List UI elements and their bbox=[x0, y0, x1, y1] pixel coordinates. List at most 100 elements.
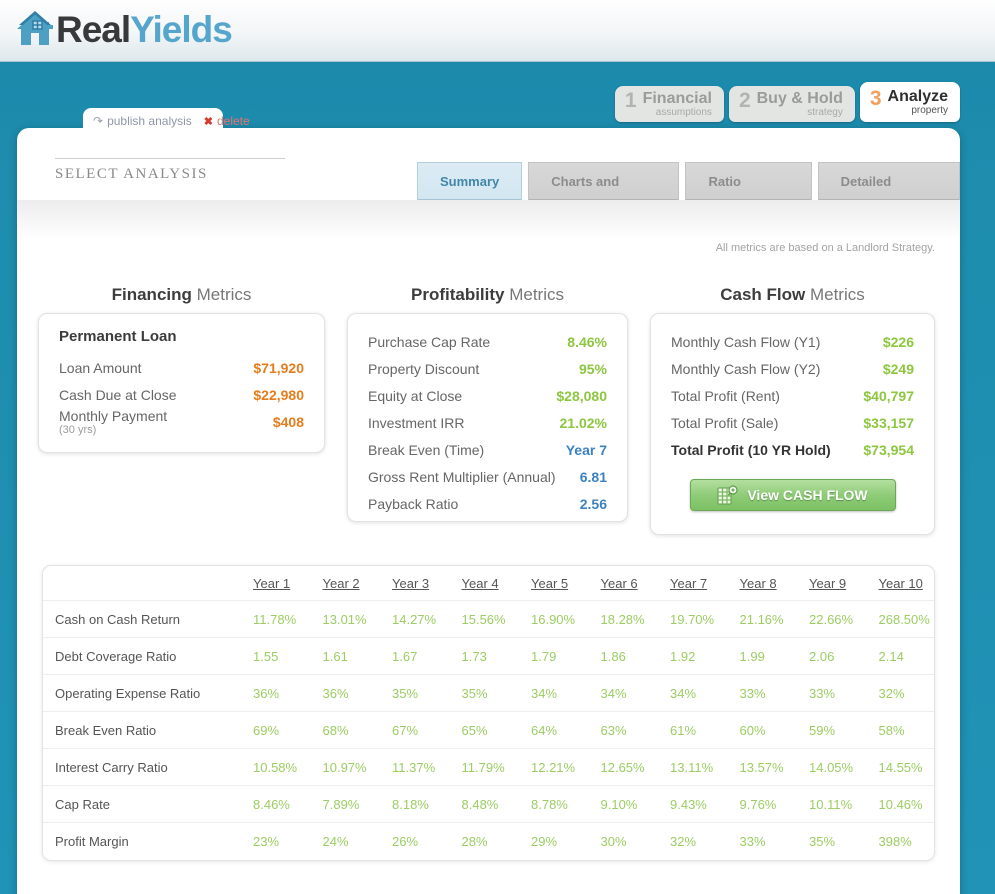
table-cell: 35% bbox=[809, 833, 836, 849]
table-cell: 10.11% bbox=[809, 796, 853, 812]
metric-label: Total Profit (Rent) bbox=[671, 387, 780, 404]
table-row: Break Even Ratio 69% 68% 67% 65% 64% 63%… bbox=[43, 711, 934, 748]
table-cell: 33% bbox=[809, 685, 836, 701]
metric-row: Purchase Cap Rate 8.46% bbox=[368, 328, 607, 355]
table-cell: 68% bbox=[322, 722, 349, 738]
table-cell: 36% bbox=[322, 685, 349, 701]
metric-row: Total Profit (Sale) $33,157 bbox=[671, 409, 914, 436]
title-rest: Metrics bbox=[504, 285, 564, 304]
tab-charts-and-graphs[interactable]: Charts and Graphs bbox=[528, 162, 680, 227]
step-tab-buy-hold[interactable]: 2 Buy & Hold strategy bbox=[728, 86, 855, 122]
table-cell: 8.46% bbox=[253, 796, 290, 812]
table-col-header[interactable]: Year 10 bbox=[878, 575, 923, 591]
table-col-header[interactable]: Year 1 bbox=[253, 575, 291, 591]
table-cell: 24% bbox=[322, 833, 349, 849]
metric-label: Investment IRR bbox=[368, 414, 465, 431]
metric-value: $249 bbox=[882, 360, 914, 377]
table-cell: 9.76% bbox=[739, 796, 777, 812]
table-cell: 26% bbox=[392, 833, 419, 849]
table-cell: 9.10% bbox=[600, 796, 638, 812]
metric-value: $226 bbox=[882, 333, 914, 350]
table-col-header[interactable]: Year 4 bbox=[461, 575, 499, 591]
table-cell: 34% bbox=[600, 685, 627, 701]
step-label: Financial bbox=[642, 90, 712, 107]
spreadsheet-zoom-icon bbox=[717, 485, 738, 505]
metric-row: Monthly Payment (30 yrs) $408 bbox=[59, 408, 304, 436]
table-cell: 22.66% bbox=[809, 611, 854, 627]
table-cell: 1.67 bbox=[392, 648, 418, 664]
metric-row: Payback Ratio 2.56 bbox=[368, 490, 607, 517]
select-analysis-dropdown[interactable]: SELECT ANALYSIS bbox=[55, 158, 285, 183]
house-icon bbox=[17, 9, 53, 45]
logo-real: Real bbox=[56, 9, 131, 50]
table-col-header[interactable]: Year 5 bbox=[531, 575, 569, 591]
metric-label: Equity at Close bbox=[368, 387, 463, 404]
table-cell: 11.37% bbox=[392, 759, 436, 775]
table-cell: 34% bbox=[670, 685, 697, 701]
delete-button[interactable]: ✖ delete bbox=[204, 114, 250, 128]
table-cell: 58% bbox=[878, 722, 905, 738]
table-cell: 1.73 bbox=[461, 648, 487, 664]
metric-label: Total Profit (10 YR Hold) bbox=[671, 441, 831, 458]
view-cash-flow-label: View CASH FLOW bbox=[747, 487, 868, 503]
step-tab-financial[interactable]: 1 Financial assumptions bbox=[614, 86, 724, 122]
table-cell: 35% bbox=[461, 685, 488, 701]
metric-value: $22,980 bbox=[253, 386, 304, 403]
tab-ratio-analysis[interactable]: Ratio Analysis bbox=[685, 162, 812, 227]
metric-value: 6.81 bbox=[579, 468, 607, 485]
view-cash-flow-button[interactable]: View CASH FLOW bbox=[689, 479, 896, 511]
table-cell: 21.16% bbox=[739, 611, 784, 627]
metric-row: Investment IRR 21.02% bbox=[368, 409, 607, 436]
metric-label: Cash Due at Close bbox=[59, 386, 177, 403]
metric-label: Monthly Payment (30 yrs) bbox=[59, 408, 167, 436]
table-cell: 13.01% bbox=[322, 611, 367, 627]
metric-value: $28,080 bbox=[556, 387, 607, 404]
metric-row: Total Profit (Rent) $40,797 bbox=[671, 382, 914, 409]
table-cell: 33% bbox=[739, 833, 766, 849]
fold-shadow-band bbox=[17, 200, 960, 240]
title-rest: Metrics bbox=[805, 285, 865, 304]
ratio-table: Year 1 Year 2 Year 3 Year 4 Year 5 Year … bbox=[42, 565, 935, 861]
metric-row: Property Discount 95% bbox=[368, 355, 607, 382]
table-cell: 15.56% bbox=[461, 611, 506, 627]
analysis-tabs: Summary Charts and Graphs Ratio Analysis… bbox=[417, 162, 960, 227]
tab-detailed-analysis[interactable]: Detailed Analysis bbox=[817, 162, 960, 227]
row-label: Cap Rate bbox=[55, 796, 110, 812]
table-cell: 1.79 bbox=[531, 648, 557, 664]
metric-label-sub: (30 yrs) bbox=[59, 424, 97, 436]
financing-card: Permanent Loan Loan Amount $71,920 Cash … bbox=[38, 313, 325, 453]
table-col-header[interactable]: Year 3 bbox=[392, 575, 430, 591]
publish-arrow-icon: ↷ bbox=[93, 114, 104, 128]
table-cell: 36% bbox=[253, 685, 280, 701]
metric-label: Loan Amount bbox=[59, 359, 142, 376]
row-label: Interest Carry Ratio bbox=[55, 759, 168, 775]
publish-analysis-button[interactable]: ↷ publish analysis bbox=[93, 114, 192, 128]
table-cell: 8.18% bbox=[392, 796, 429, 812]
table-col-header[interactable]: Year 9 bbox=[809, 575, 847, 591]
tab-summary[interactable]: Summary bbox=[417, 162, 523, 217]
table-col-header[interactable]: Year 2 bbox=[322, 575, 360, 591]
table-cell: 14.27% bbox=[392, 611, 437, 627]
step-sublabel: property bbox=[911, 105, 948, 116]
table-col-header[interactable]: Year 6 bbox=[600, 575, 638, 591]
metric-row: Equity at Close $28,080 bbox=[368, 382, 607, 409]
metric-row: Monthly Cash Flow (Y2) $249 bbox=[671, 355, 914, 382]
table-cell: 61% bbox=[670, 722, 697, 738]
table-row: Profit Margin 23% 24% 26% 28% 29% 30% 32… bbox=[43, 822, 934, 859]
table-cell: 8.48% bbox=[461, 796, 499, 812]
table-col-header[interactable]: Year 7 bbox=[670, 575, 708, 591]
table-col-header[interactable]: Year 8 bbox=[739, 575, 777, 591]
financing-metrics-title: Financing Metrics bbox=[38, 285, 325, 305]
metric-value: 21.02% bbox=[559, 414, 607, 431]
step-tab-analyze[interactable]: 3 Analyze property bbox=[859, 82, 960, 122]
table-cell: 33% bbox=[739, 685, 766, 701]
publish-analysis-label: publish analysis bbox=[107, 114, 192, 128]
table-cell: 16.90% bbox=[531, 611, 576, 627]
metric-row: Cash Due at Close $22,980 bbox=[59, 381, 304, 408]
analysis-toolbar: ↷ publish analysis ✖ delete bbox=[83, 108, 250, 134]
metric-value: $40,797 bbox=[863, 387, 914, 404]
metric-row-total: Total Profit (10 YR Hold) $73,954 bbox=[671, 436, 914, 463]
table-cell: 23% bbox=[253, 833, 280, 849]
step-sublabel: strategy bbox=[807, 107, 843, 118]
main-panel: SELECT ANALYSIS Summary Charts and Graph… bbox=[17, 128, 960, 894]
